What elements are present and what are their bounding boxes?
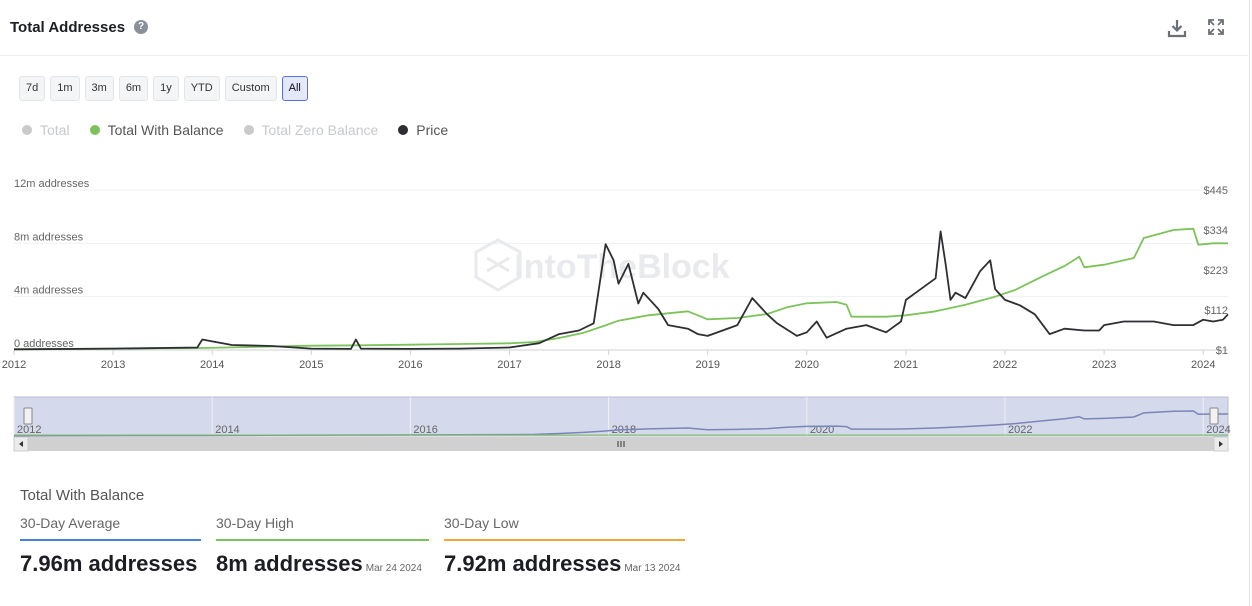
legend-label: Total With Balance xyxy=(107,122,224,138)
navigator-label: 2014 xyxy=(215,424,239,436)
y-right-tick: $1 xyxy=(1216,345,1228,357)
stat-value: 8m addresses Mar 24 2024 xyxy=(216,551,422,576)
stat-label: 30-Day Low xyxy=(444,515,519,531)
legend-label: Price xyxy=(416,122,449,138)
chart-header: Total Addresses ? xyxy=(0,0,1248,56)
y-left-tick: 12m addresses xyxy=(14,178,90,190)
range-button-1m[interactable]: 1m xyxy=(50,76,80,101)
navigator-handle-left[interactable] xyxy=(23,407,33,425)
legend-item-total-zero-balance[interactable]: Total Zero Balance xyxy=(243,122,379,138)
navigator-label: 2012 xyxy=(17,424,41,436)
x-tick-label: 2019 xyxy=(695,359,719,371)
legend-dot xyxy=(398,125,409,135)
series-line-total-with-balance xyxy=(13,227,1228,351)
navigator-label: 2016 xyxy=(413,424,437,436)
x-tick-label: 2013 xyxy=(101,359,125,371)
navigator-label: 2022 xyxy=(1008,424,1032,436)
stat-label: 30-Day High xyxy=(216,515,294,531)
x-tick-label: 2018 xyxy=(596,359,620,371)
stat-value: 7.92m addresses Mar 13 2024 xyxy=(444,551,681,576)
stat-underline xyxy=(20,539,201,541)
watermark-logo-icon xyxy=(474,238,522,292)
range-button-ytd[interactable]: YTD xyxy=(183,76,220,101)
range-button-1y[interactable]: 1y xyxy=(153,76,179,101)
scroll-grip-icon xyxy=(617,441,625,447)
watermark-text: IntoTheBlock xyxy=(514,248,729,286)
stat-underline xyxy=(444,539,685,541)
y-left-tick: 4m addresses xyxy=(14,285,84,297)
stat-date: Mar 24 2024 xyxy=(365,563,422,574)
x-tick-label: 2012 xyxy=(2,359,26,371)
range-button-7d[interactable]: 7d xyxy=(19,76,46,101)
chart-title: Total Addresses xyxy=(10,19,126,36)
question-circle-icon[interactable]: ? xyxy=(134,20,148,34)
stat-30-day-high: 30-Day High 8m addresses Mar 24 2024 xyxy=(216,515,429,577)
legend-dot xyxy=(243,125,254,135)
range-button-custom[interactable]: Custom xyxy=(224,76,277,101)
y-left-tick: 8m addresses xyxy=(14,231,84,243)
x-tick-label: 2016 xyxy=(398,359,422,371)
download-icon[interactable] xyxy=(1167,18,1187,38)
x-tick-label: 2017 xyxy=(497,359,521,371)
range-selector: 7d 1m 3m 6m 1y YTD Custom All xyxy=(19,76,308,101)
x-tick-label: 2015 xyxy=(299,359,323,371)
series-line-price xyxy=(13,230,1229,351)
legend-dot xyxy=(89,125,100,135)
stat-value: 7.96m addresses xyxy=(20,551,198,576)
chart-area: 12m addresses 8m addresses 4m addresses 0 a… xyxy=(2,178,1231,452)
stat-30-day-low: 30-Day Low 7.92m addresses Mar 13 2024 xyxy=(444,515,685,577)
legend-item-price[interactable]: Price xyxy=(398,122,448,138)
x-tick-label: 2021 xyxy=(894,359,918,371)
expand-icon[interactable] xyxy=(1207,18,1225,36)
range-button-all[interactable]: All xyxy=(281,76,308,101)
stat-30-day-average: 30-Day Average 7.96m addresses xyxy=(20,515,201,577)
legend-item-total-with-balance[interactable]: Total With Balance xyxy=(89,122,224,138)
range-button-3m[interactable]: 3m xyxy=(84,76,114,101)
arrow-left-icon xyxy=(19,441,23,447)
x-tick-label: 2014 xyxy=(200,359,224,371)
x-tick-label: 2022 xyxy=(993,359,1017,371)
stats-title: Total With Balance xyxy=(20,487,145,504)
y-right-tick: $445 xyxy=(1204,185,1228,197)
legend-dot xyxy=(22,125,32,135)
navigator-label: 2024 xyxy=(1206,424,1230,436)
legend-label: Total Zero Balance xyxy=(261,122,379,138)
x-tick-label: 2023 xyxy=(1092,359,1116,371)
arrow-right-icon xyxy=(1219,441,1223,447)
legend-item-total[interactable]: Total xyxy=(22,122,70,138)
range-button-6m[interactable]: 6m xyxy=(118,76,149,101)
navigator-handle-right[interactable] xyxy=(1209,407,1219,425)
stat-underline xyxy=(216,539,429,541)
legend-label: Total xyxy=(40,122,70,138)
x-tick-label: 2020 xyxy=(795,359,819,371)
x-tick-label: 2024 xyxy=(1191,359,1215,371)
stat-date: Mar 13 2024 xyxy=(624,563,681,574)
y-left-tick: 0 addresses xyxy=(14,338,74,350)
y-right-tick: $112 xyxy=(1204,305,1228,317)
panel-border xyxy=(1249,0,1250,606)
y-right-tick: $334 xyxy=(1204,225,1228,237)
chart-legend: Total Total With Balance Total Zero Balanc… xyxy=(22,122,448,138)
stat-label: 30-Day Average xyxy=(20,515,121,531)
y-right-tick: $223 xyxy=(1204,265,1228,277)
